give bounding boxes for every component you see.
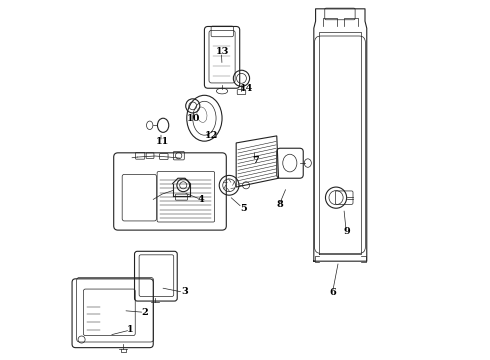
Text: 6: 6 [330,288,337,297]
Text: 8: 8 [277,200,284,209]
Text: 14: 14 [240,84,253,93]
Text: 2: 2 [141,308,148,317]
Text: 11: 11 [155,137,169,146]
Text: 9: 9 [344,227,351,236]
Text: 10: 10 [187,114,200,123]
Text: 4: 4 [197,195,204,204]
Text: 3: 3 [182,287,188,296]
Text: 13: 13 [216,47,229,56]
Text: 7: 7 [252,156,259,165]
Text: 5: 5 [240,204,246,213]
Text: 1: 1 [127,325,134,334]
Text: 12: 12 [205,131,218,140]
